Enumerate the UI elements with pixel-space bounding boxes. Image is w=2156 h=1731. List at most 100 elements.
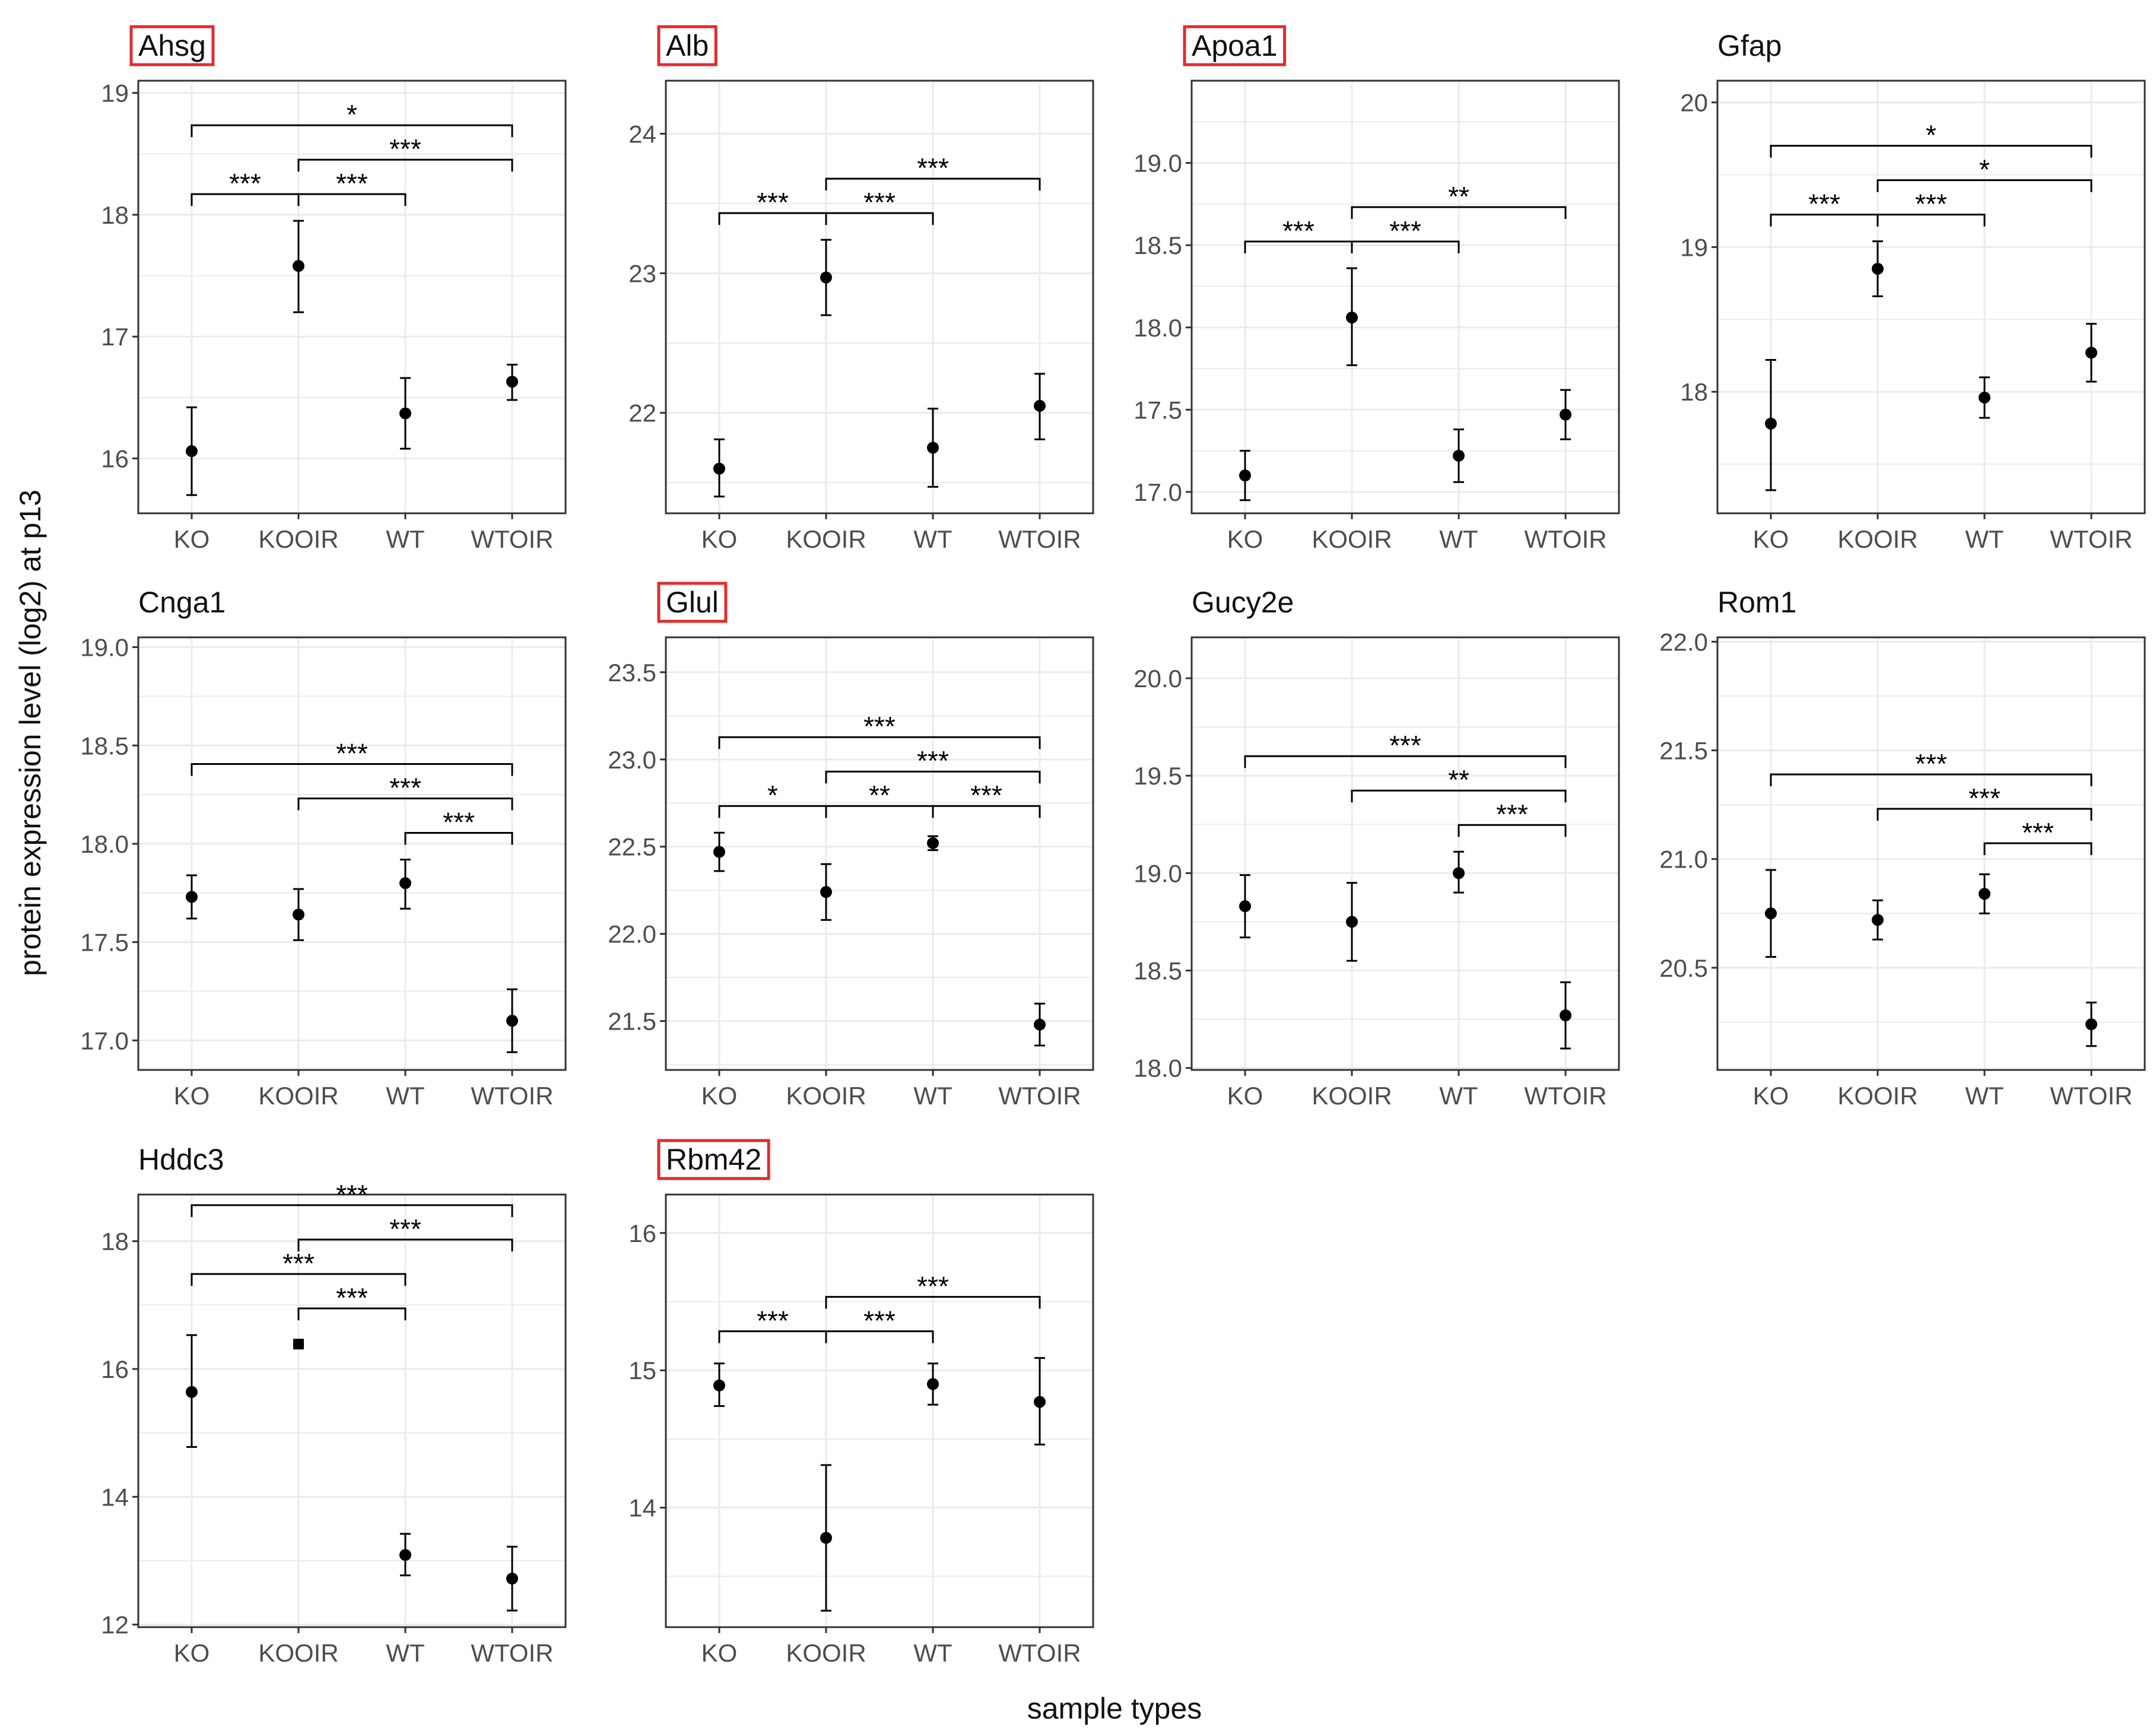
x-tick-label: KO — [1227, 525, 1263, 553]
panel-alb: 22 23 24 KO KOOIR WT WTOIR Alb *** *** *** — [628, 25, 1094, 553]
title-highlight-box — [657, 1139, 770, 1180]
panel-title: Alb — [666, 29, 709, 62]
significance-bracket — [1351, 789, 1567, 803]
x-tick-label: WTOIR — [2050, 1082, 2132, 1110]
x-tick-label: WT — [913, 1639, 952, 1667]
significance-bracket — [190, 124, 513, 138]
significance-label: *** — [917, 745, 949, 776]
x-tick-label: KOOIR — [1312, 525, 1392, 553]
significance-bracket — [1351, 206, 1567, 219]
panel-border — [665, 1193, 1094, 1628]
panel-border — [137, 1193, 567, 1628]
x-tick-label: KOOIR — [1837, 525, 1917, 553]
significance-bracket — [190, 193, 300, 207]
panel-title: Gfap — [1717, 29, 1782, 62]
x-tick-label: WT — [1439, 1082, 1478, 1110]
panel-background — [138, 637, 566, 1070]
significance-bracket — [718, 736, 1041, 749]
panel-title: Cnga1 — [138, 586, 226, 619]
y-tick-label: 20.5 — [1659, 954, 1708, 982]
panel-rbm42: 14 15 16 KO KOOIR WT WTOIR Rbm42 *** *** *** — [628, 1139, 1094, 1667]
data-point — [927, 1378, 939, 1390]
x-tick-label: WTOIR — [471, 1639, 553, 1667]
x-tick-label: KOOIR — [786, 525, 866, 553]
y-tick-label: 24 — [628, 120, 656, 148]
data-point — [1346, 312, 1358, 324]
x-tick-label: WT — [913, 525, 952, 553]
significance-label: *** — [1389, 215, 1421, 246]
x-tick-label: KO — [174, 1082, 210, 1110]
significance-bracket — [825, 770, 1041, 784]
significance-label: * — [1926, 120, 1936, 151]
data-point — [1034, 399, 1046, 412]
y-tick-label: 19.0 — [1133, 150, 1182, 177]
data-point — [820, 1532, 832, 1544]
x-tick-label: WTOIR — [998, 1639, 1081, 1667]
significance-label: *** — [336, 738, 368, 768]
title-highlight-box — [1183, 25, 1287, 66]
y-tick-label: 21.5 — [608, 1008, 656, 1036]
significance-bracket — [1770, 214, 1879, 227]
y-tick-label: 16 — [101, 1355, 129, 1383]
significance-label: *** — [1282, 215, 1314, 246]
y-tick-label: 16 — [101, 445, 129, 473]
y-tick-label: 19.0 — [80, 634, 129, 662]
x-tick-label: WT — [1439, 525, 1478, 553]
data-point — [1560, 408, 1571, 421]
significance-bracket — [718, 212, 827, 225]
significance-bracket — [825, 177, 1041, 191]
significance-label: *** — [970, 780, 1002, 811]
significance-bracket — [297, 797, 513, 811]
data-point — [1453, 867, 1465, 879]
panel-background — [1192, 81, 1619, 513]
significance-bracket — [297, 158, 513, 172]
data-point — [927, 837, 939, 849]
x-tick-label: WTOIR — [998, 525, 1081, 553]
panel-background — [666, 1195, 1093, 1627]
x-tick-label: WT — [386, 1639, 424, 1667]
y-tick-label: 23.5 — [608, 659, 656, 687]
x-tick-label: WTOIR — [471, 525, 553, 553]
significance-label: *** — [863, 1305, 896, 1336]
data-point — [1453, 449, 1465, 462]
significance-bracket — [190, 1204, 513, 1217]
y-tick-label: 17 — [101, 323, 129, 351]
significance-label: ** — [869, 780, 890, 811]
y-tick-label: 18 — [101, 1228, 129, 1256]
title-highlight-box — [657, 25, 717, 66]
panel-background — [666, 637, 1093, 1070]
title-highlight-box — [129, 25, 215, 66]
significance-label: *** — [389, 134, 421, 164]
significance-bracket — [1770, 145, 2093, 158]
panel-title: Rom1 — [1717, 586, 1796, 619]
x-tick-label: KOOIR — [258, 1082, 338, 1110]
x-tick-label: WTOIR — [1524, 525, 1606, 553]
significance-label: *** — [757, 1305, 789, 1336]
y-tick-label: 22 — [628, 399, 656, 427]
y-tick-label: 14 — [628, 1494, 656, 1522]
y-tick-label: 22.5 — [608, 833, 656, 861]
significance-bracket — [404, 831, 513, 845]
panel-background — [138, 1195, 566, 1627]
x-tick-label: KO — [701, 1082, 738, 1110]
significance-label: *** — [389, 1214, 421, 1244]
panel-title: Glul — [666, 586, 719, 619]
x-tick-label: KO — [1753, 1082, 1789, 1110]
data-point — [1979, 888, 1990, 900]
panel-gucy2e: 18.0 18.5 19.0 19.5 20.0 KO KOOIR WT WTOIR Gucy2e… — [1133, 586, 1620, 1110]
significance-label: *** — [2022, 817, 2054, 848]
y-tick-label: 18.5 — [1133, 231, 1182, 259]
significance-label: *** — [1389, 730, 1421, 761]
data-point — [713, 846, 725, 858]
panel-border — [1716, 636, 2146, 1071]
data-point — [1872, 262, 1884, 275]
significance-bracket — [1770, 773, 2093, 786]
significance-label: *** — [1915, 189, 1947, 220]
y-tick-label: 22.0 — [1659, 628, 1708, 656]
significance-bracket — [1244, 240, 1353, 253]
data-point — [1239, 900, 1251, 913]
significance-bracket — [718, 805, 827, 818]
data-point — [186, 445, 198, 458]
